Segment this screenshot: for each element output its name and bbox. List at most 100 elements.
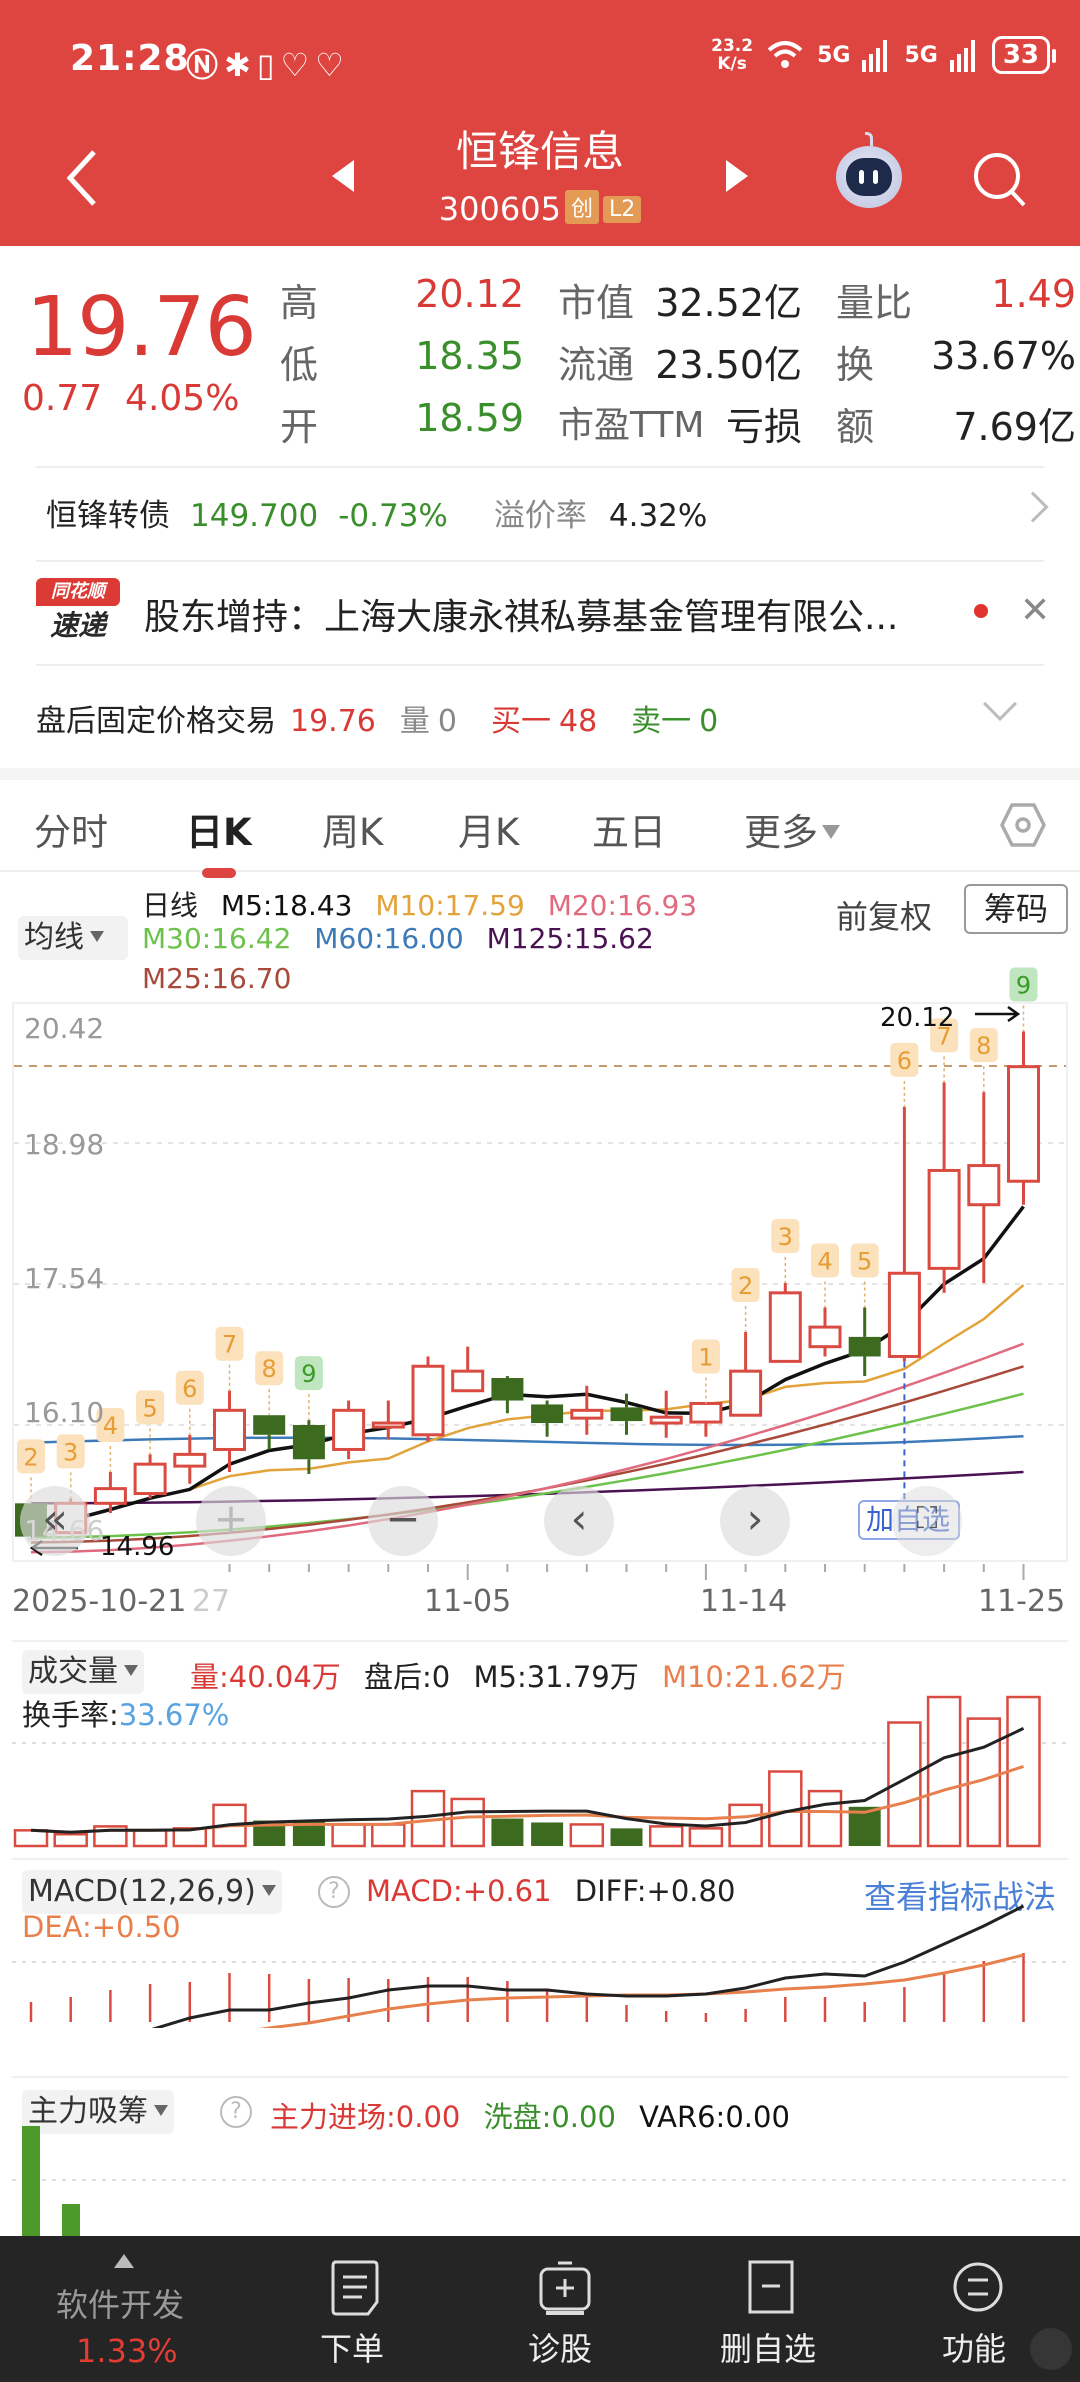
svg-text:5: 5 (857, 1248, 872, 1276)
section-gap (0, 768, 1080, 780)
zoom-in-button[interactable]: + (196, 1486, 266, 1556)
help-icon[interactable]: ? (318, 1876, 350, 1908)
stock-code-row: 300605 创 L2 (0, 190, 1080, 228)
high-value: 20.12 (415, 272, 524, 316)
remove-watchlist-icon (748, 2260, 794, 2314)
volume-chart (12, 1695, 1068, 1848)
search-button[interactable] (970, 148, 1028, 210)
main-force-chart (12, 2126, 1068, 2236)
kline-chart-frame[interactable] (12, 1002, 1068, 1562)
board-badge: 创 (564, 190, 599, 224)
signal-icon (949, 40, 975, 72)
close-icon[interactable]: ✕ (1020, 590, 1051, 631)
help-icon[interactable]: ? (220, 2096, 252, 2128)
svg-text:3: 3 (778, 1223, 793, 1251)
tab-daily-k[interactable]: 日K (186, 811, 252, 854)
news-headline[interactable]: 股东增持：上海大康永祺私募基金管理有限公... (144, 597, 899, 638)
active-tab-indicator (202, 868, 236, 878)
volume-panel[interactable] (12, 1640, 1068, 1852)
bluetooth-icon: ✱ (224, 46, 257, 84)
after-hours-price: 19.76 (290, 704, 376, 739)
bond-change: -0.73% (338, 498, 448, 534)
status-right: 23.2 K/s 5G 5G 33 (711, 36, 1057, 74)
buy1-value: 48 (558, 704, 598, 739)
after-hours-row[interactable]: 盘后固定价格交易 19.76 量 0 买一 48 卖一 0 (36, 696, 732, 740)
ma30-value: M30:16.42 (142, 922, 292, 955)
tab-five-day[interactable]: 五日 (592, 811, 666, 854)
open-label: 开 (280, 405, 319, 449)
settings-icon[interactable] (1000, 802, 1046, 848)
rewind-button[interactable]: « (20, 1486, 90, 1556)
tab-monthly-k[interactable]: 月K (458, 811, 520, 854)
amount-value: 7.69亿 (953, 405, 1076, 449)
net-speed: 23.2 K/s (711, 37, 753, 73)
back-button[interactable] (62, 148, 102, 208)
adjustment-selector[interactable]: 前复权 (836, 898, 933, 936)
stock-header: 21:28 Ⓝ✱▯♡♡ 23.2 K/s 5G 5G 33 恒锋信息 30060… (0, 0, 1080, 246)
float-label: 流通 (558, 343, 635, 387)
diagnose-label: 诊股 (527, 2330, 592, 2368)
indicator-strategy-link[interactable]: 查看指标战法 (863, 1878, 1056, 1916)
ma-legend-row1: 日线 M5:18.43 M10:17.59 M20:16.93 (142, 884, 711, 924)
main-force-selector-label: 主力吸筹 (28, 2094, 148, 2129)
convertible-bond-row[interactable]: 恒锋转债 149.700 -0.73% 溢价率 4.32% (46, 490, 707, 535)
prev-stock-button[interactable] (332, 160, 354, 192)
macd-indicator-selector[interactable]: MACD(12,26,9) (22, 1870, 282, 1914)
svg-text:8: 8 (976, 1032, 991, 1060)
x-axis-label: 27 (192, 1584, 231, 1619)
turnover-legend-value: 33.67% (118, 1698, 230, 1732)
dea-value: DEA:+0.50 (22, 1910, 181, 1944)
svg-text:7: 7 (222, 1331, 237, 1359)
svg-text:5: 5 (142, 1394, 157, 1422)
high-marker: 20.12 (880, 1003, 955, 1033)
after-vol-value: 0 (437, 704, 457, 739)
after-vol-label: 量 (399, 704, 430, 739)
robot-antenna (865, 132, 873, 146)
diagnose-icon (539, 2261, 591, 2315)
caret-down-icon (154, 2105, 168, 2116)
zoom-out-button[interactable]: − (368, 1486, 438, 1556)
volratio-label: 量比 (836, 281, 913, 325)
sector-name[interactable]: 软件开发 (56, 2286, 185, 2324)
ma-selector[interactable]: 均线 (18, 916, 128, 960)
change-amount: 0.77 (22, 378, 103, 419)
svg-text:2: 2 (23, 1443, 38, 1471)
tab-intraday[interactable]: 分时 (34, 811, 108, 854)
next-stock-button[interactable] (726, 160, 748, 192)
svg-text:8: 8 (262, 1355, 277, 1383)
macd-panel[interactable] (12, 1858, 1068, 2018)
turnover-label: 换 (836, 343, 875, 387)
next-candle-button[interactable]: › (720, 1486, 790, 1556)
ma10-value: M10:17.59 (375, 889, 525, 922)
buy1-label: 买一 (490, 704, 551, 739)
vol-m5-value: M5:31.79万 (473, 1660, 639, 1694)
robot-eye (859, 170, 864, 184)
svg-text:4: 4 (103, 1412, 118, 1440)
tab-more[interactable]: 更多 (744, 802, 840, 856)
period-label: 日线 (142, 889, 199, 922)
caret-down-icon (90, 931, 104, 942)
volume-indicator-selector[interactable]: 成交量 (22, 1650, 144, 1694)
nfc-icon: Ⓝ (186, 46, 225, 84)
pe-label: 市盈TTM (558, 405, 705, 446)
chips-button[interactable]: 筹码 (964, 884, 1068, 934)
x-axis-label: 11-05 (424, 1584, 512, 1619)
sell1-value: 0 (699, 704, 719, 739)
ai-assistant-button[interactable] (836, 132, 902, 208)
turnover-legend: 换手率:33.67% (22, 1692, 243, 1734)
macd-chart (12, 1904, 1068, 2028)
status-icons-left: Ⓝ✱▯♡♡ (186, 40, 350, 86)
prev-candle-button[interactable]: ‹ (544, 1486, 614, 1556)
main-force-indicator-selector[interactable]: 主力吸筹 (22, 2090, 174, 2134)
caret-up-icon[interactable] (114, 2254, 134, 2268)
change-percent: 4.05% (125, 378, 240, 419)
main-force-panel[interactable] (12, 2076, 1068, 2236)
main-force-entry-value: 主力进场:0.00 (270, 2100, 461, 2134)
volume-legend: 量:40.04万 盘后:0 M5:31.79万 M10:21.62万 (190, 1654, 860, 1696)
tab-weekly-k[interactable]: 周K (322, 811, 384, 854)
fullscreen-button[interactable]: ⛶ (892, 1486, 962, 1556)
volume-value: 量:40.04万 (190, 1660, 341, 1694)
menu-label: 功能 (941, 2330, 1006, 2368)
vibrate-icon: ▯ (256, 46, 281, 84)
